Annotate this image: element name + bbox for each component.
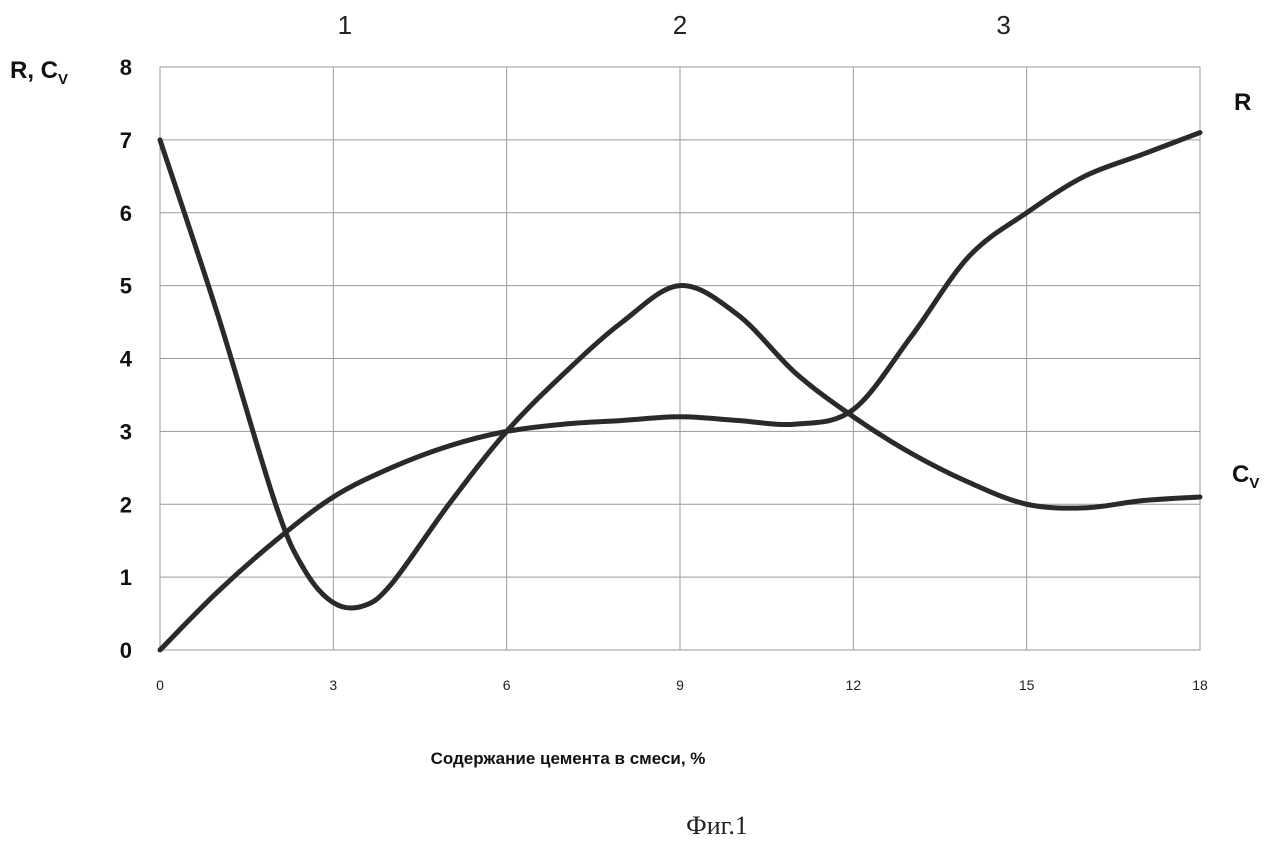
zone-label: 2 — [673, 10, 687, 40]
x-tick-label: 9 — [676, 677, 684, 693]
y-tick-label: 5 — [120, 274, 132, 299]
series-label-cv: CV — [1232, 461, 1259, 492]
y-tick-label: 7 — [120, 128, 132, 153]
y-tick-label: 2 — [120, 492, 132, 517]
series-label-r: R — [1234, 89, 1251, 116]
y-tick-label: 1 — [120, 565, 132, 590]
y-axis-ticks: 0 1 2 3 4 5 6 7 8 — [120, 55, 133, 663]
zone-labels: 1 2 3 — [338, 10, 1011, 40]
y-tick-label: 3 — [120, 419, 132, 444]
x-tick-label: 12 — [846, 677, 862, 693]
y-tick-label: 8 — [120, 55, 132, 80]
x-tick-label: 3 — [329, 677, 337, 693]
x-tick-label: 0 — [156, 677, 164, 693]
y-tick-label: 0 — [120, 638, 132, 663]
figure-caption: Фиг.1 — [686, 811, 748, 840]
y-tick-label: 4 — [120, 347, 133, 372]
zone-label: 1 — [338, 10, 352, 40]
x-axis-ticks: 0 3 6 9 12 15 18 — [156, 677, 1208, 693]
x-tick-label: 6 — [503, 677, 511, 693]
x-axis-label: Содержание цемента в смеси, % — [431, 749, 706, 768]
zone-label: 3 — [996, 10, 1010, 40]
y-tick-label: 6 — [120, 201, 132, 226]
chart-grid — [160, 67, 1200, 650]
x-tick-label: 18 — [1192, 677, 1208, 693]
x-tick-label: 15 — [1019, 677, 1035, 693]
y-axis-label: R, CV — [10, 57, 68, 88]
